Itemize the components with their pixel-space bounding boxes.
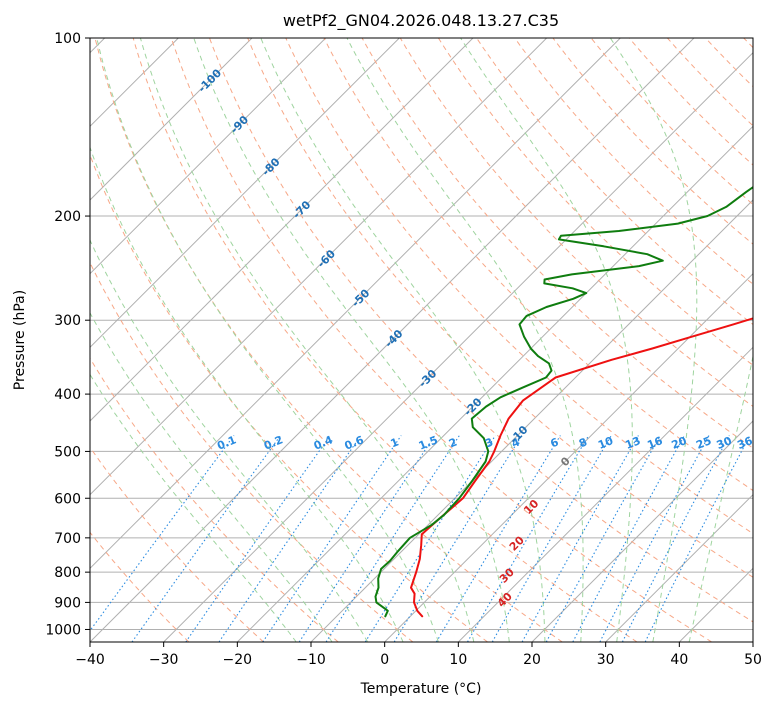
dry-adiabat-lines [90, 38, 753, 642]
y-axis-title: Pressure (hPa) [12, 290, 28, 390]
isotherm-line [90, 38, 621, 570]
mixing-ratio-label: 30 [715, 434, 734, 452]
isotherm-lines [90, 38, 753, 642]
dry-adiabat-line [247, 38, 753, 578]
y-tick-label: 800 [54, 565, 81, 581]
x-tick-label: 30 [597, 652, 615, 668]
moist-adiabat-lines [90, 38, 753, 642]
isotherm-line [90, 38, 695, 642]
x-axis-title: Temperature (°C) [360, 681, 482, 697]
x-tick-label: 20 [523, 652, 541, 668]
dry-adiabat-line [132, 38, 638, 642]
isotherm-line [236, 125, 753, 642]
moist-adiabat-line [90, 238, 369, 642]
y-tick-label: 400 [54, 387, 81, 403]
isotherm-line [90, 38, 327, 275]
mixing-ratio-line [599, 435, 710, 642]
mixing-ratio-label: 16 [645, 434, 664, 452]
temperature-line [410, 317, 753, 618]
y-tick-label: 700 [54, 531, 81, 547]
plot-frame [89, 37, 754, 643]
isotherm-line [90, 38, 548, 496]
x-tick-label: 40 [670, 652, 688, 668]
moist-adiabat-line [346, 38, 584, 642]
mixing-ratio-label: 3 [483, 436, 495, 451]
x-tick-label: −10 [296, 652, 326, 668]
isotherm-line [531, 420, 753, 642]
y-tick-label: 100 [54, 31, 81, 47]
mixing-ratio-line [621, 435, 730, 642]
x-tick-label: −20 [223, 652, 253, 668]
y-tick-label: 1000 [45, 622, 81, 638]
dry-adiabat-line [323, 38, 753, 492]
dry-adiabat-line [90, 531, 190, 642]
profile-series [374, 185, 753, 618]
isotherm-line [90, 38, 253, 201]
mixing-ratio-line [218, 435, 362, 642]
dry-adiabat-line [437, 38, 753, 366]
isotherm-line [457, 346, 753, 642]
moist-adiabat-line [90, 146, 404, 642]
mixing-ratio-line [545, 435, 661, 642]
x-tick-label: 50 [744, 652, 762, 668]
mixing-ratio-label: 13 [623, 434, 642, 452]
dry-adiabat-line [90, 357, 339, 642]
isotherm-line [163, 51, 753, 642]
mixing-ratio-line [364, 435, 496, 642]
mixing-ratio-line [325, 435, 460, 642]
mixing-ratio-label: 10 [596, 434, 615, 452]
dry-adiabat-line [399, 38, 753, 408]
dry-adiabat-line [361, 38, 753, 449]
chart-title: wetPf2_GN04.2026.048.13.27.C35 [283, 11, 559, 31]
mixing-ratio-label: 8 [577, 436, 589, 451]
isotherm-line [90, 38, 474, 422]
moist-adiabat-line [260, 38, 546, 642]
mixing-ratio-label: 25 [694, 434, 713, 452]
isotherm-line [384, 272, 753, 642]
dry-adiabat-line [90, 261, 414, 642]
y-tick-label: 900 [54, 595, 81, 611]
x-tick-label: 10 [449, 652, 467, 668]
mixing-ratio-line [572, 435, 685, 642]
mixing-ratio-label: 36 [735, 434, 754, 452]
mixing-ratio-label: 2 [447, 436, 459, 451]
mixing-ratio-label: 20 [670, 434, 689, 452]
mixing-ratio-line [262, 435, 402, 642]
moist-adiabat-line [90, 373, 297, 642]
pressure-grid [90, 38, 753, 630]
dewpoint-line [374, 185, 753, 618]
y-tick-label: 500 [54, 444, 81, 460]
x-tick-label: −30 [149, 652, 179, 668]
isotherm-line [90, 38, 400, 349]
y-tick-label: 300 [54, 313, 81, 329]
mixing-ratio-line [644, 435, 751, 642]
mixing-ratio-lines [90, 435, 751, 642]
dry-adiabat-line [209, 38, 753, 623]
moist-adiabat-line [609, 38, 698, 642]
y-tick-label: 200 [54, 209, 81, 225]
dry-adiabat-line [285, 38, 753, 535]
mixing-ratio-line [521, 435, 639, 642]
moist-adiabat-line [96, 38, 439, 642]
mixing-ratio-label: 1 [389, 436, 401, 451]
mixing-ratio-line [435, 435, 561, 642]
moist-adiabat-line [139, 38, 475, 642]
isotherm-line [605, 493, 753, 642]
mixing-ratio-line [298, 435, 436, 642]
x-tick-label: −40 [75, 652, 105, 668]
y-tick-label: 600 [54, 491, 81, 507]
dry-adiabat-line [94, 38, 563, 642]
x-tick-label: 0 [380, 652, 389, 668]
